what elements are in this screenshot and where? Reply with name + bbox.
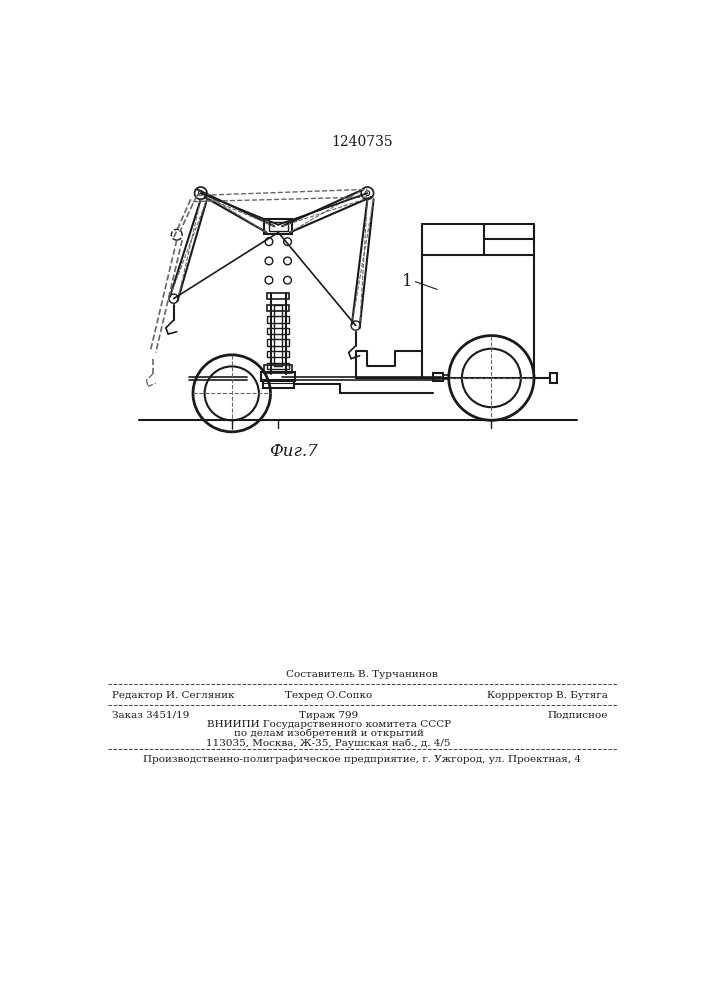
Bar bbox=[433, 373, 443, 381]
Bar bbox=[267, 316, 289, 323]
Bar bbox=[267, 328, 289, 334]
Text: 113035, Москва, Ж-35, Раушская наб., д. 4/5: 113035, Москва, Ж-35, Раушская наб., д. … bbox=[206, 738, 451, 748]
Text: Заказ 3451/19: Заказ 3451/19 bbox=[112, 711, 189, 720]
Bar bbox=[267, 305, 289, 311]
Bar bbox=[264, 365, 292, 373]
Text: 1240735: 1240735 bbox=[331, 135, 393, 149]
Text: 1: 1 bbox=[402, 273, 413, 290]
Text: Коррректор В. Бутяга: Коррректор В. Бутяга bbox=[486, 691, 607, 700]
Text: Производственно-полиграфическое предприятие, г. Ужгород, ул. Проектная, 4: Производственно-полиграфическое предприя… bbox=[143, 755, 581, 764]
Bar bbox=[267, 339, 289, 346]
Bar bbox=[269, 222, 288, 231]
Bar bbox=[267, 363, 289, 369]
Bar bbox=[263, 380, 293, 388]
Text: Тираж 799: Тираж 799 bbox=[299, 711, 358, 720]
Bar bbox=[267, 293, 289, 299]
Text: Составитель В. Турчанинов: Составитель В. Турчанинов bbox=[286, 670, 438, 679]
Text: ВНИИПИ Государственного комитета СССР: ВНИИПИ Государственного комитета СССР bbox=[206, 720, 450, 729]
Bar bbox=[267, 351, 289, 357]
Text: Подписное: Подписное bbox=[547, 711, 607, 720]
Text: по делам изобретений и открытий: по делам изобретений и открытий bbox=[234, 729, 423, 738]
Text: Фиг.7: Фиг.7 bbox=[269, 443, 318, 460]
Bar bbox=[261, 372, 296, 381]
Bar bbox=[443, 375, 449, 379]
Bar bbox=[264, 219, 292, 234]
Text: Редактор И. Сегляник: Редактор И. Сегляник bbox=[112, 691, 234, 700]
Bar bbox=[549, 373, 557, 383]
Text: Техред О.Сопко: Техред О.Сопко bbox=[285, 691, 373, 700]
